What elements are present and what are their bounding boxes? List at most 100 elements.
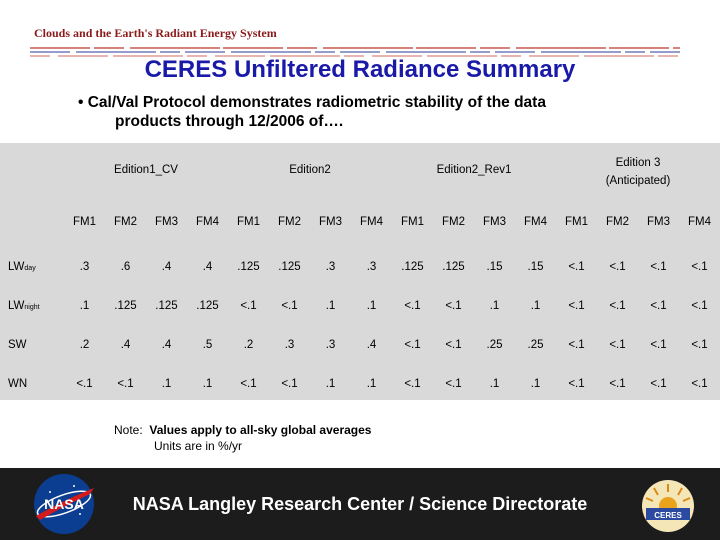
ceres-logo-icon: CERES [642, 480, 694, 532]
table-cell: .1 [161, 377, 172, 390]
fm-header-cell: FM1 [237, 216, 260, 228]
fm-header-cell: FM3 [647, 216, 670, 228]
table-cell: <.1 [117, 377, 134, 390]
table-cell: .1 [489, 299, 500, 312]
footer-text: NASA Langley Research Center / Science D… [132, 494, 588, 514]
fm-header-cell: FM1 [73, 216, 96, 228]
fm-header-cell: FM4 [688, 216, 711, 228]
table-cell: .1 [325, 377, 336, 390]
table-cell: .1 [325, 299, 336, 312]
fm-header-cell: FM2 [114, 216, 137, 228]
nasa-logo-icon: NASA [34, 474, 94, 534]
table-cell: .1 [530, 377, 541, 390]
table-cell: <.1 [650, 299, 667, 312]
table-cell: <.1 [281, 377, 298, 390]
table-cell: <.1 [240, 377, 257, 390]
table-cell: .1 [366, 377, 377, 390]
table-cell: .4 [202, 260, 213, 273]
row-label: WN [8, 377, 28, 390]
table-cell: <.1 [445, 299, 462, 312]
radiance-table-grid: Edition1_CV Edition2 Edition2_Rev1 Editi… [0, 143, 720, 403]
table-cell: <.1 [609, 260, 626, 273]
table-cell: .6 [120, 260, 131, 273]
table-cell: .125 [237, 260, 260, 273]
table-cell: <.1 [240, 299, 257, 312]
table-cell: <.1 [568, 260, 585, 273]
footer-band [0, 468, 720, 540]
edition-header-row: Edition1_CV Edition2 Edition2_Rev1 Editi… [0, 143, 720, 197]
slide-title: CERES Unfiltered Radiance Summary [144, 56, 576, 83]
table-cell: .1 [202, 377, 213, 390]
table-cell: .1 [489, 377, 500, 390]
table-cell: <.1 [650, 338, 667, 351]
table-cell: <.1 [281, 299, 298, 312]
table-cell: <.1 [650, 377, 667, 390]
radiance-table: Edition1_CV Edition2 Edition2_Rev1 Editi… [0, 143, 720, 400]
header-title: Clouds and the Earth's Radiant Energy Sy… [34, 26, 277, 40]
table-cell: <.1 [609, 299, 626, 312]
table-cell: .3 [325, 260, 336, 273]
table-cell: .4 [120, 338, 131, 351]
row-label: LWnight [8, 299, 40, 312]
table-cell: .25 [486, 338, 503, 351]
table-cell: .125 [196, 299, 219, 312]
table-cell: .125 [114, 299, 137, 312]
table-cell: <.1 [404, 299, 421, 312]
bullet-text: • Cal/Val Protocol demonstrates radiomet… [78, 93, 678, 131]
edition-header: Edition2 [289, 164, 331, 176]
fm-header-cell: FM2 [442, 216, 465, 228]
table-cell: <.1 [568, 299, 585, 312]
table-cell: <.1 [609, 338, 626, 351]
note-line-2: Units are in %/yr [154, 439, 243, 453]
fm-header-cell: FM2 [606, 216, 629, 228]
table-cell: .4 [161, 338, 172, 351]
table-cell: .15 [486, 260, 503, 273]
fm-header-cell: FM4 [196, 216, 219, 228]
fm-header-cell: FM1 [401, 216, 424, 228]
table-cell: <.1 [691, 260, 708, 273]
corner-cell [0, 143, 64, 197]
fm-header-cell: FM1 [565, 216, 588, 228]
table-cell: .2 [243, 338, 254, 351]
fm-header-cell: FM2 [278, 216, 301, 228]
fm-header-row: FM1 FM2 FM3 FM4 FM1 FM2 FM3 FM4 FM1 FM2 FM3 FM4 FM1 F… [0, 197, 720, 247]
fm-header-cell: FM4 [524, 216, 547, 228]
table-cell: <.1 [650, 260, 667, 273]
table-cell: <.1 [76, 377, 93, 390]
svg-text:CERES: CERES [654, 511, 682, 520]
edition-header: Edition1_CV [114, 164, 178, 176]
table-cell: <.1 [568, 377, 585, 390]
table-cell: <.1 [445, 338, 462, 351]
table-cell: .3 [79, 260, 90, 273]
table-row: LWday .3 .6 .4 .4 .125 .125 .3 .3 .125 .125 .15 .15 <… [0, 247, 720, 286]
table-cell: <.1 [568, 338, 585, 351]
row-label: SW [8, 338, 27, 351]
note-line-1: Values apply to all-sky global averages [149, 423, 372, 437]
table-cell: .3 [284, 338, 295, 351]
row-label-subscript: day [24, 264, 36, 272]
row-label-subscript: night [24, 303, 40, 311]
svg-text:NASA: NASA [44, 496, 84, 512]
decorative-rule [30, 47, 680, 57]
row-label: LWday [8, 260, 36, 273]
table-cell: .1 [366, 299, 377, 312]
table-cell: <.1 [691, 377, 708, 390]
edition-header: Edition 3 (Anticipated) [605, 157, 671, 187]
table-cell: .4 [366, 338, 377, 351]
bullet-line-2: products through 12/2006 of…. [115, 113, 344, 130]
table-cell: .1 [79, 299, 90, 312]
bullet-line-1: • Cal/Val Protocol demonstrates radiomet… [78, 94, 546, 111]
table-cell: <.1 [445, 377, 462, 390]
table-cell: .5 [202, 338, 213, 351]
fm-header-cell: FM3 [319, 216, 342, 228]
table-cell: .2 [79, 338, 90, 351]
table-cell: <.1 [404, 377, 421, 390]
table-cell: .125 [155, 299, 178, 312]
table-cell: .3 [325, 338, 336, 351]
table-cell: .125 [401, 260, 424, 273]
corner-cell [0, 197, 64, 247]
table-row: SW .2 .4 .4 .5 .2 .3 .3 .4 <.1 <.1 .25 .25 <.1 <.1 <.1 <… [0, 325, 720, 364]
table-cell: <.1 [404, 338, 421, 351]
table-cell: .3 [366, 260, 377, 273]
table-cell: <.1 [691, 338, 708, 351]
